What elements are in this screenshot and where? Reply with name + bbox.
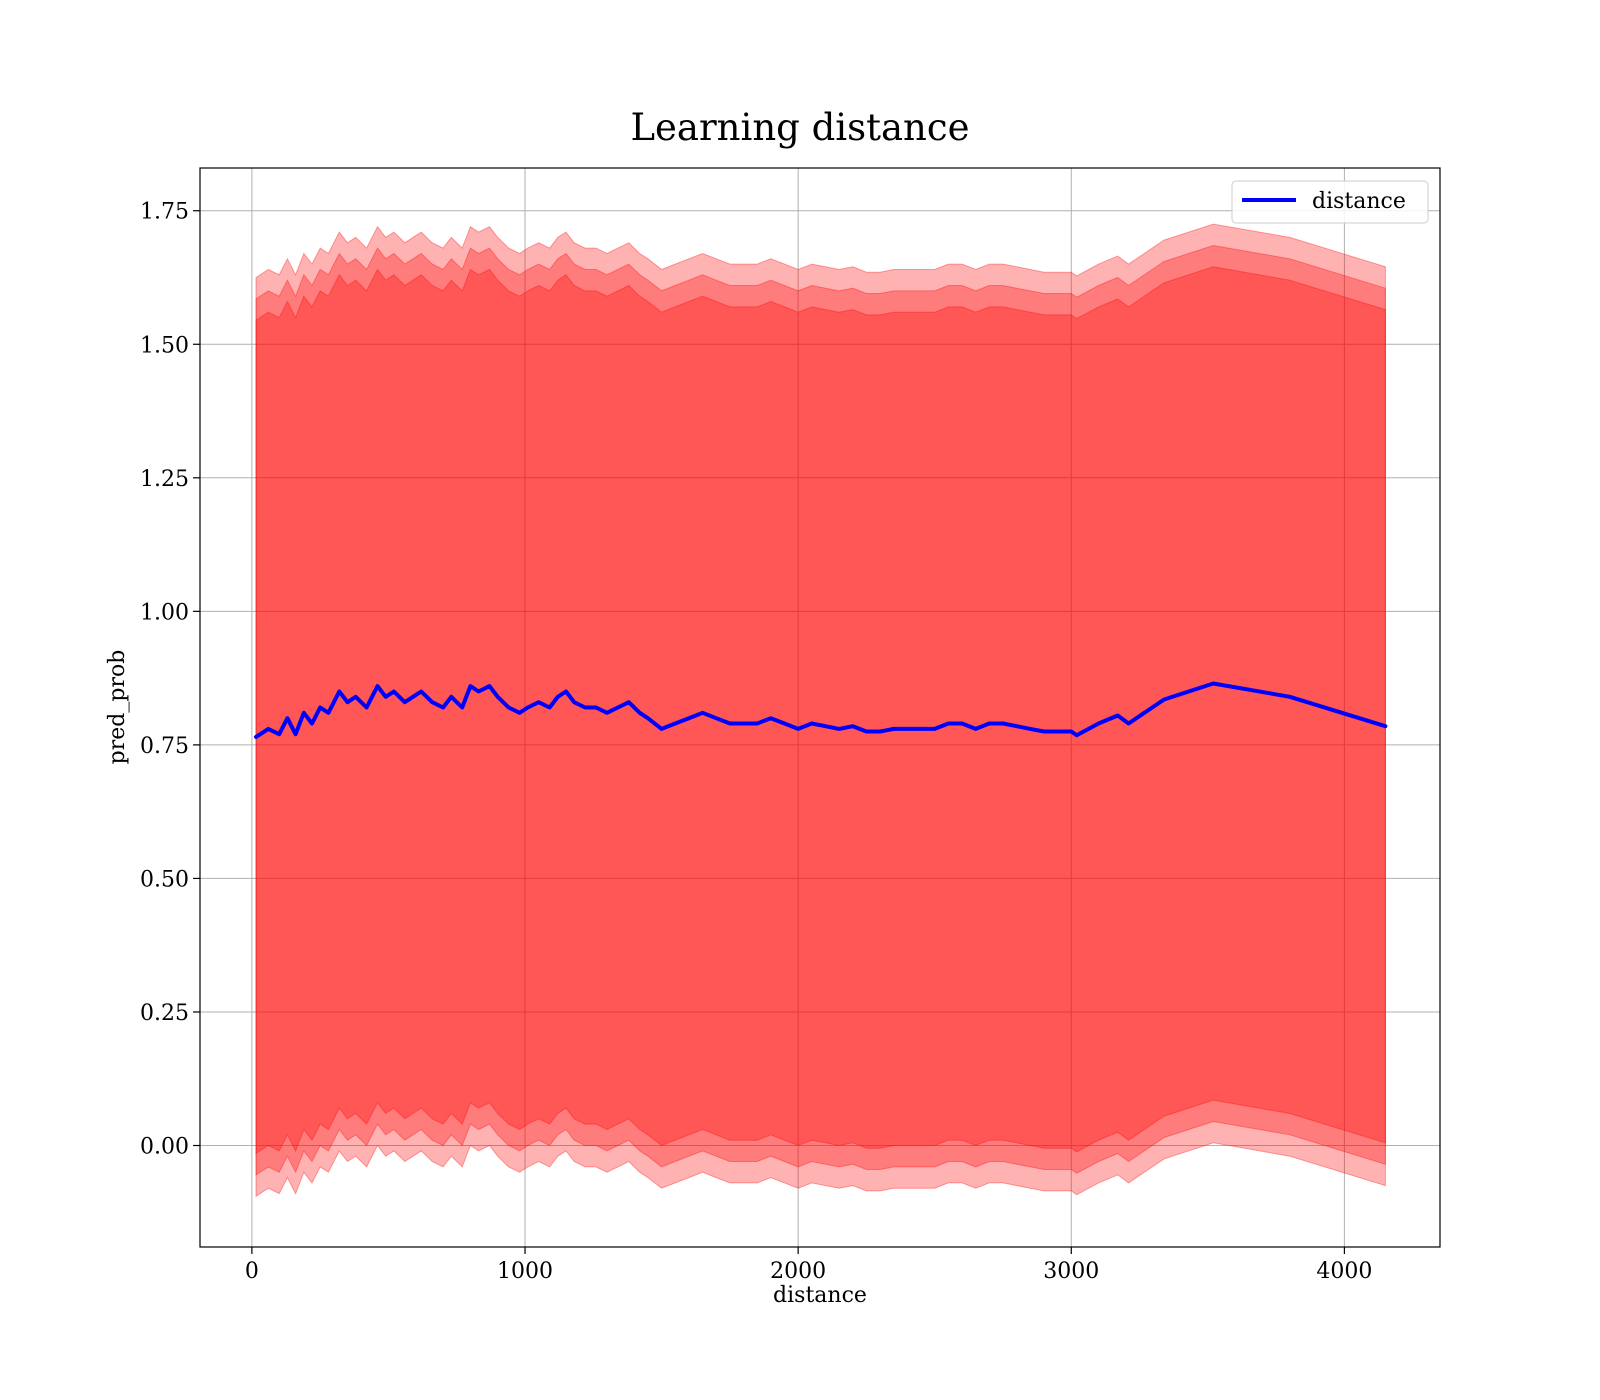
x-tick-label: 1000	[497, 1259, 553, 1284]
x-axis-label: distance	[773, 1283, 867, 1308]
y-tick-label: 1.50	[140, 333, 189, 358]
confidence-band-inner	[255, 266, 1386, 1155]
y-tick-label: 1.75	[140, 200, 189, 225]
y-tick-label: 0.50	[140, 867, 189, 892]
x-tick-label: 2000	[770, 1259, 826, 1284]
y-tick-label: 1.25	[140, 467, 189, 492]
y-axis-ticks: 0.00 0.25 0.50 0.75 1.00 1.25 1.50 1.75	[140, 200, 200, 1160]
y-tick-label: 0.25	[140, 1001, 189, 1026]
x-axis-ticks: 0 1000 2000 3000 4000	[245, 1247, 1372, 1284]
legend-box	[1231, 180, 1429, 224]
chart-title: Learning distance	[630, 106, 969, 149]
confidence-bands	[255, 223, 1386, 1198]
x-tick-label: 0	[245, 1259, 259, 1284]
x-tick-label: 4000	[1316, 1259, 1372, 1284]
y-tick-label: 1.00	[140, 600, 189, 625]
confidence-band-middle	[255, 244, 1386, 1176]
y-tick-label: 0.75	[140, 734, 189, 759]
legend-label-distance: distance	[1312, 189, 1406, 214]
series-lines	[254, 681, 1388, 739]
series-line-distance	[254, 681, 1388, 739]
confidence-band-outer	[255, 223, 1386, 1198]
legend: distance	[1231, 180, 1429, 224]
plot-frame	[199, 167, 1441, 1248]
y-axis-label: pred_prob	[105, 650, 130, 765]
x-tick-label: 3000	[1043, 1259, 1099, 1284]
y-tick-label: 0.00	[140, 1135, 189, 1160]
